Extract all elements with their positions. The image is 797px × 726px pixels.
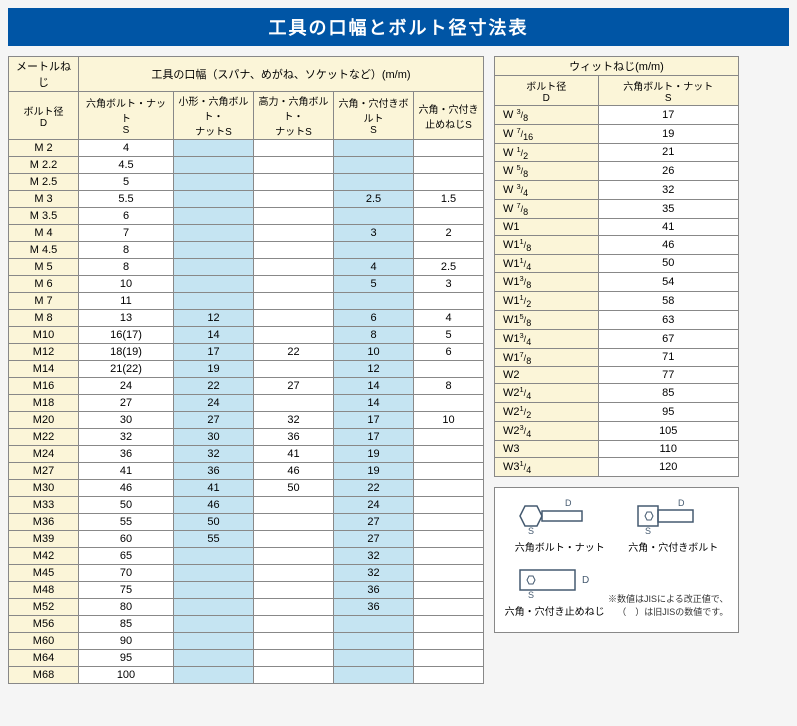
legend-label-1: 六角・穴付きボルト: [628, 539, 718, 554]
legend-hexbolt: D S 六角ボルト・ナット: [515, 496, 605, 554]
svg-text:S: S: [528, 526, 534, 536]
setscrew-icon: D S: [510, 560, 600, 600]
metric-table: メートルねじ工具の口幅（スパナ、めがね、ソケットなど）(m/m)ボルト径D六角ボ…: [8, 56, 484, 684]
legend-label-0: 六角ボルト・ナット: [515, 539, 605, 554]
page-title: 工具の口幅とボルト径寸法表: [8, 8, 789, 46]
sockethead-icon: D S: [633, 496, 713, 536]
right-column: ウィットねじ(m/m)ボルト径D六角ボルト・ナットSW 3/817W 7/161…: [494, 56, 739, 633]
whitworth-table: ウィットねじ(m/m)ボルト径D六角ボルト・ナットSW 3/817W 7/161…: [494, 56, 739, 477]
svg-text:S: S: [528, 590, 534, 600]
legend-note: ※数値はJISによる改正値で、 （ ）は旧JISの数値です。: [608, 592, 728, 618]
svg-text:D: D: [678, 498, 685, 508]
svg-text:D: D: [582, 575, 589, 586]
main-layout: メートルねじ工具の口幅（スパナ、めがね、ソケットなど）(m/m)ボルト径D六角ボ…: [8, 56, 789, 684]
hexbolt-icon: D S: [515, 496, 605, 536]
left-column: メートルねじ工具の口幅（スパナ、めがね、ソケットなど）(m/m)ボルト径D六角ボ…: [8, 56, 484, 684]
svg-text:S: S: [645, 526, 651, 536]
legend-setscrew: D S 六角・穴付き止めねじ: [505, 560, 605, 618]
legend-box: D S 六角ボルト・ナット D S 六角・穴付きボルト: [494, 487, 739, 633]
svg-text:D: D: [565, 498, 572, 508]
legend-label-2: 六角・穴付き止めねじ: [505, 603, 605, 618]
legend-sockethead: D S 六角・穴付きボルト: [628, 496, 718, 554]
